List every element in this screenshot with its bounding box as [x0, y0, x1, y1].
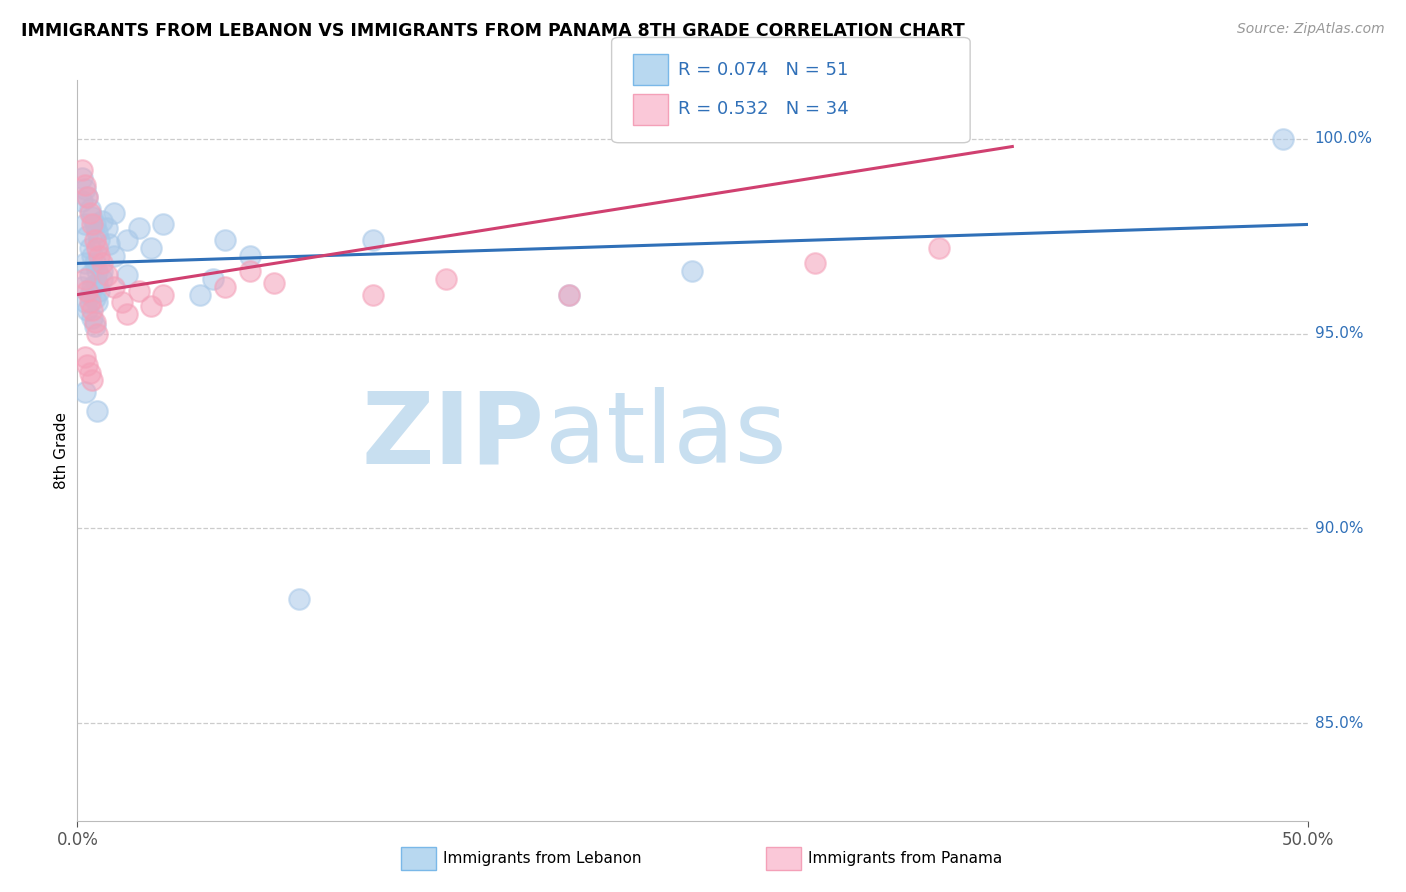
Point — [82, 310, 104, 325]
Point — [82, 210, 104, 224]
Text: R = 0.074   N = 51: R = 0.074 N = 51 — [678, 61, 848, 78]
Point — [73, 256, 96, 270]
Point — [86, 241, 108, 255]
Point — [89, 284, 111, 298]
Point — [70, 194, 93, 208]
Point — [73, 182, 96, 196]
Point — [76, 358, 98, 372]
Point — [86, 276, 108, 290]
Point — [82, 303, 104, 318]
Point — [76, 190, 98, 204]
Point — [288, 591, 311, 606]
Text: Immigrants from Lebanon: Immigrants from Lebanon — [443, 852, 641, 866]
Point — [70, 280, 93, 294]
Point — [89, 233, 111, 247]
Point — [79, 202, 101, 216]
Point — [83, 315, 105, 329]
Point — [73, 295, 96, 310]
Point — [103, 280, 125, 294]
Point — [73, 272, 96, 286]
Text: ZIP: ZIP — [361, 387, 546, 484]
Point — [214, 280, 236, 294]
Point — [86, 264, 108, 278]
Point — [76, 303, 98, 318]
Point — [96, 221, 118, 235]
Text: 100.0%: 100.0% — [1315, 131, 1372, 146]
Point — [79, 287, 101, 301]
Point — [115, 307, 138, 321]
Point — [361, 287, 384, 301]
Point — [90, 256, 114, 270]
Point — [79, 366, 101, 380]
Point — [86, 404, 108, 418]
Point — [152, 287, 174, 301]
Point — [90, 264, 114, 278]
Point — [76, 229, 98, 244]
Point — [83, 218, 105, 232]
Point — [79, 206, 101, 220]
Point — [82, 280, 104, 294]
Point — [103, 206, 125, 220]
Point — [152, 218, 174, 232]
Point — [239, 249, 262, 263]
Point — [436, 272, 458, 286]
Point — [76, 190, 98, 204]
Point — [239, 264, 262, 278]
Point — [141, 241, 163, 255]
Point — [70, 170, 93, 185]
Point — [79, 295, 101, 310]
Point — [73, 384, 96, 399]
Point — [804, 256, 827, 270]
Point — [79, 241, 101, 255]
Text: 90.0%: 90.0% — [1315, 521, 1362, 536]
Text: 95.0%: 95.0% — [1315, 326, 1362, 341]
Point — [82, 373, 104, 387]
Text: 85.0%: 85.0% — [1315, 715, 1362, 731]
Point — [89, 249, 111, 263]
Text: Immigrants from Panama: Immigrants from Panama — [808, 852, 1002, 866]
Point — [214, 233, 236, 247]
Text: IMMIGRANTS FROM LEBANON VS IMMIGRANTS FROM PANAMA 8TH GRADE CORRELATION CHART: IMMIGRANTS FROM LEBANON VS IMMIGRANTS FR… — [21, 22, 965, 40]
Text: Source: ZipAtlas.com: Source: ZipAtlas.com — [1237, 22, 1385, 37]
Point — [115, 268, 138, 282]
Point — [928, 241, 950, 255]
Point — [128, 221, 150, 235]
Point — [82, 249, 104, 263]
Point — [263, 276, 285, 290]
Point — [558, 287, 581, 301]
Point — [83, 233, 105, 247]
Point — [70, 162, 93, 177]
Point — [73, 218, 96, 232]
Point — [83, 292, 105, 306]
Point — [201, 272, 224, 286]
Point — [86, 326, 108, 341]
Point — [86, 225, 108, 239]
Point — [79, 268, 101, 282]
Point — [73, 178, 96, 193]
Point — [83, 318, 105, 333]
Point — [90, 272, 114, 286]
Point — [82, 218, 104, 232]
Point — [128, 284, 150, 298]
Point — [682, 264, 704, 278]
Point — [361, 233, 384, 247]
Point — [103, 249, 125, 263]
Point — [111, 295, 132, 310]
Point — [98, 236, 121, 251]
Point — [115, 233, 138, 247]
Point — [90, 213, 114, 227]
Text: R = 0.532   N = 34: R = 0.532 N = 34 — [678, 100, 848, 118]
Point — [86, 295, 108, 310]
Point — [188, 287, 212, 301]
Point — [1272, 132, 1295, 146]
Point — [73, 350, 96, 364]
Y-axis label: 8th Grade: 8th Grade — [53, 412, 69, 489]
Point — [141, 299, 163, 313]
Point — [83, 256, 105, 270]
Point — [558, 287, 581, 301]
Point — [76, 284, 98, 298]
Point — [96, 268, 118, 282]
Text: atlas: atlas — [546, 387, 786, 484]
